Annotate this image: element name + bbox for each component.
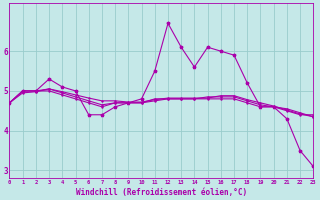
X-axis label: Windchill (Refroidissement éolien,°C): Windchill (Refroidissement éolien,°C) [76, 188, 247, 197]
